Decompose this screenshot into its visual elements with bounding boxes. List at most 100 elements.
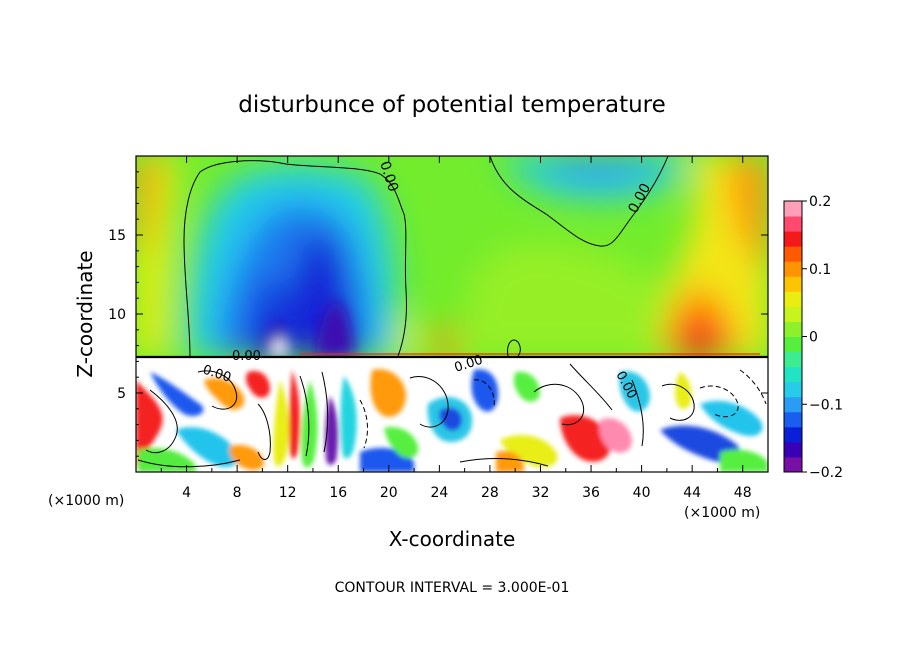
x-tick-label: 44 xyxy=(683,485,701,501)
colorbar-tick-label: 0 xyxy=(809,330,818,346)
colorbar-tick-label: −0.1 xyxy=(809,397,843,413)
eddy-yellow-44 xyxy=(675,372,692,409)
lower-contour-10 xyxy=(661,383,695,421)
eddy-green-20 xyxy=(384,426,419,459)
colorbar-swatch xyxy=(784,231,802,247)
colorbar-tick-label: 0.2 xyxy=(809,194,831,210)
eddy-yellow-12 xyxy=(273,380,289,467)
dashed-contour-1 xyxy=(699,385,739,418)
x-axis-title: X-coordinate xyxy=(389,527,516,551)
contour-lines xyxy=(137,156,767,468)
lower-layer-colored-eddies xyxy=(136,369,768,472)
colorbar-swatch xyxy=(784,456,802,473)
eddy-orange-30 xyxy=(496,450,524,472)
eddy-pink-36 xyxy=(599,418,632,453)
eddy-cyan-16 xyxy=(340,376,357,459)
plot-area: 0.00 0.00 0.00 0.00 0.00 0.00 xyxy=(136,156,768,472)
colorbar-tick-label: 0.1 xyxy=(809,262,831,278)
y-axis-ticks: 5 10 15 xyxy=(108,171,768,457)
eddy-orange-8 xyxy=(229,444,264,471)
eddy-blue-left xyxy=(150,372,204,417)
colorbar-swatch xyxy=(784,411,802,428)
lower-contour-12 xyxy=(459,458,549,467)
x-tick-label: 12 xyxy=(279,485,297,501)
lower-contour-5 xyxy=(321,371,329,453)
y-axis-title: Z-coordinate xyxy=(73,250,97,377)
x-tick-label: 48 xyxy=(734,485,752,501)
x-tick-label: 24 xyxy=(430,485,448,501)
eddy-green-14 xyxy=(301,380,318,468)
warm-spike-24 xyxy=(432,324,460,356)
zero-contour-29 xyxy=(507,339,521,357)
right-orange-anomaly xyxy=(730,156,768,270)
x-tick-label: 28 xyxy=(481,485,499,501)
eddy-red-12 xyxy=(289,370,300,459)
x-tick-label: 36 xyxy=(582,485,600,501)
lower-contour-8 xyxy=(569,363,613,411)
zero-contour-right xyxy=(489,156,669,247)
eddy-red-34 xyxy=(560,415,611,462)
lower-contour-3 xyxy=(257,403,271,460)
x-tick-label: 8 xyxy=(233,485,242,501)
x-tick-label: 20 xyxy=(380,485,398,501)
colorbar-swatch xyxy=(784,321,802,337)
colorbar-tick-label: −0.2 xyxy=(809,465,843,481)
lower-contour-6 xyxy=(409,376,449,428)
lower-contour-4 xyxy=(299,375,310,457)
lower-contour-1 xyxy=(145,389,178,454)
lower-contour-2 xyxy=(197,370,238,410)
colorbar-swatch xyxy=(784,441,802,458)
x-unit-left: (×1000 m) xyxy=(48,493,124,509)
chart-title: disturbunce of potential temperature xyxy=(238,92,666,118)
eddy-cyan-left xyxy=(176,427,240,468)
eddy-purple-16 xyxy=(325,396,338,465)
dashed-contour-3 xyxy=(359,399,368,449)
colorbar-swatch xyxy=(784,396,802,413)
eddy-red-10 xyxy=(245,370,270,398)
upper-right-cold-core xyxy=(540,156,660,182)
dashed-contour-4 xyxy=(739,369,767,405)
eddy-yellow-30 xyxy=(500,435,558,468)
colorbar-ticks: 0.2 0.1 0 −0.1 −0.2 xyxy=(802,194,843,481)
colorbar-swatch xyxy=(784,261,802,277)
x-tick-label: 40 xyxy=(633,485,651,501)
colorbar-swatch xyxy=(784,426,802,443)
y-tick-label: 10 xyxy=(108,307,126,323)
warm-spike-20 xyxy=(396,313,420,356)
eddy-cyan-38 xyxy=(619,371,650,412)
eddy-green-30 xyxy=(513,371,540,402)
dashed-contour-2 xyxy=(473,379,495,407)
cold-core-detail xyxy=(262,300,354,356)
eddy-green-left xyxy=(138,447,196,472)
contour-interval-note: CONTOUR INTERVAL = 3.000E-01 xyxy=(335,580,570,596)
x-tick-label: 16 xyxy=(329,485,347,501)
lower-contour-7 xyxy=(533,383,585,426)
left-edge-orange-anomaly xyxy=(136,156,160,250)
x-tick-label: 32 xyxy=(532,485,550,501)
colorbar-swatch xyxy=(784,351,802,368)
mid-green-band xyxy=(460,243,700,356)
colorbar-swatch xyxy=(784,306,802,322)
colorbar-swatch xyxy=(784,291,802,307)
eddy-green-46 xyxy=(720,449,768,472)
colorbar-swatch xyxy=(784,366,802,383)
x-tick-label: 4 xyxy=(182,485,191,501)
cold-core-indigo-right xyxy=(316,300,354,356)
contour-label-inversion-left: 0.00 xyxy=(232,349,261,364)
eddy-blue-spiral xyxy=(439,407,462,431)
colorbar xyxy=(783,200,803,473)
lower-contour-9 xyxy=(631,379,644,447)
colorbar-swatch xyxy=(784,201,802,217)
eddy-cyan-46 xyxy=(700,400,763,437)
cold-core-white xyxy=(270,337,288,356)
x-axis-ticks: 4 8 12 16 20 24 28 32 36 40 44 48 xyxy=(160,156,752,501)
zero-contour-left xyxy=(183,160,407,357)
colorbar-swatch xyxy=(784,276,802,292)
colorbar-swatch xyxy=(784,216,802,232)
eddy-orange-20 xyxy=(370,369,406,417)
lower-contour-11 xyxy=(137,459,241,468)
colorbar-swatch xyxy=(784,246,802,262)
colorbar-swatch xyxy=(784,336,802,353)
y-tick-label: 5 xyxy=(117,386,126,402)
